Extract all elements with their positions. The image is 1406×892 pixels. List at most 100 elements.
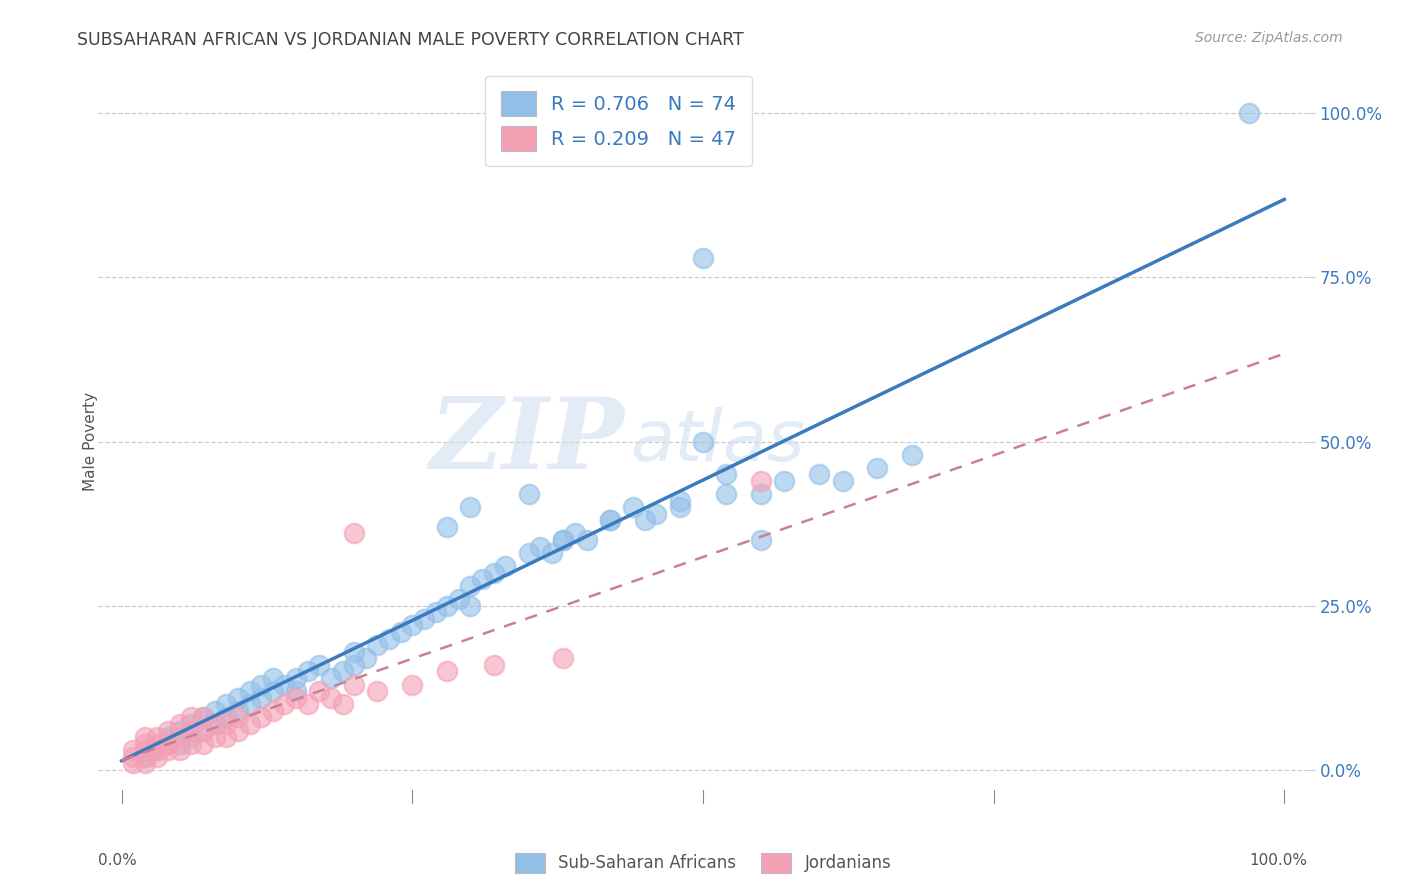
Point <box>436 665 458 679</box>
Point <box>297 698 319 712</box>
Point <box>215 717 238 731</box>
Point <box>122 749 145 764</box>
Point <box>134 737 156 751</box>
Point <box>215 710 238 724</box>
Point <box>401 618 423 632</box>
Point <box>354 651 377 665</box>
Point <box>517 487 540 501</box>
Point <box>262 671 284 685</box>
Point <box>191 710 214 724</box>
Point <box>332 698 354 712</box>
Point <box>460 579 482 593</box>
Point <box>308 684 330 698</box>
Point <box>540 546 562 560</box>
Text: Source: ZipAtlas.com: Source: ZipAtlas.com <box>1195 31 1343 45</box>
Point <box>239 684 262 698</box>
Point <box>668 500 690 515</box>
Point <box>262 704 284 718</box>
Point <box>134 743 156 757</box>
Point <box>191 723 214 738</box>
Point <box>575 533 598 547</box>
Point <box>262 684 284 698</box>
Point <box>668 493 690 508</box>
Point <box>215 698 238 712</box>
Point <box>122 743 145 757</box>
Point <box>157 737 180 751</box>
Legend: R = 0.706   N = 74, R = 0.209   N = 47: R = 0.706 N = 74, R = 0.209 N = 47 <box>485 76 752 166</box>
Point <box>692 434 714 449</box>
Point <box>716 487 738 501</box>
Point <box>343 657 366 672</box>
Point <box>134 749 156 764</box>
Point <box>180 737 202 751</box>
Point <box>553 533 575 547</box>
Point <box>599 513 621 527</box>
Point <box>471 573 494 587</box>
Point <box>366 684 388 698</box>
Point <box>529 540 551 554</box>
Point <box>285 671 308 685</box>
Point <box>494 559 516 574</box>
Point <box>180 710 202 724</box>
Point <box>134 756 156 771</box>
Point <box>169 717 191 731</box>
Point <box>716 467 738 482</box>
Point <box>1239 106 1261 120</box>
Point <box>634 513 657 527</box>
Point <box>180 723 202 738</box>
Point <box>749 487 772 501</box>
Point <box>169 743 191 757</box>
Point <box>157 723 180 738</box>
Point <box>749 533 772 547</box>
Point <box>204 717 226 731</box>
Point <box>378 632 401 646</box>
Text: ZIP: ZIP <box>429 393 624 490</box>
Text: SUBSAHARAN AFRICAN VS JORDANIAN MALE POVERTY CORRELATION CHART: SUBSAHARAN AFRICAN VS JORDANIAN MALE POV… <box>77 31 744 49</box>
Point <box>460 599 482 613</box>
Point <box>239 717 262 731</box>
Point <box>134 730 156 744</box>
Point <box>517 546 540 560</box>
Point <box>145 743 167 757</box>
Point <box>447 592 470 607</box>
Point <box>621 500 644 515</box>
Point <box>297 665 319 679</box>
Point <box>343 526 366 541</box>
Point <box>204 717 226 731</box>
Point <box>169 737 191 751</box>
Point <box>145 743 167 757</box>
Point <box>482 566 505 580</box>
Point <box>169 730 191 744</box>
Point <box>215 730 238 744</box>
Point <box>250 690 273 705</box>
Point <box>343 645 366 659</box>
Text: atlas: atlas <box>630 407 806 476</box>
Point <box>831 474 853 488</box>
Point <box>773 474 796 488</box>
Text: 100.0%: 100.0% <box>1250 854 1308 869</box>
Point <box>204 730 226 744</box>
Point <box>553 651 575 665</box>
Point <box>413 612 436 626</box>
Point <box>401 677 423 691</box>
Point <box>226 690 249 705</box>
Point <box>204 704 226 718</box>
Point <box>692 251 714 265</box>
Point <box>191 737 214 751</box>
Point <box>239 698 262 712</box>
Point <box>808 467 831 482</box>
Point <box>157 737 180 751</box>
Point <box>191 710 214 724</box>
Point <box>145 730 167 744</box>
Point <box>749 474 772 488</box>
Point <box>157 730 180 744</box>
Point <box>145 749 167 764</box>
Point <box>482 657 505 672</box>
Point <box>226 723 249 738</box>
Y-axis label: Male Poverty: Male Poverty <box>83 392 97 491</box>
Point <box>134 749 156 764</box>
Point <box>285 690 308 705</box>
Point <box>226 704 249 718</box>
Point <box>273 677 295 691</box>
Point <box>436 599 458 613</box>
